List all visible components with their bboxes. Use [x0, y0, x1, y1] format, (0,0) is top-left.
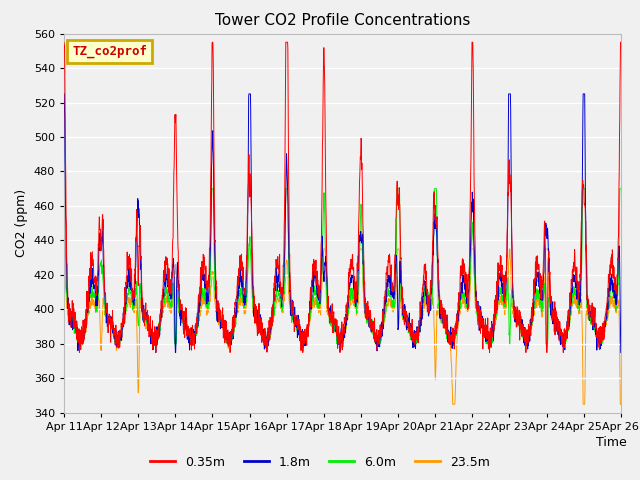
Text: TZ_co2prof: TZ_co2prof [72, 45, 147, 58]
Title: Tower CO2 Profile Concentrations: Tower CO2 Profile Concentrations [214, 13, 470, 28]
Legend: 0.35m, 1.8m, 6.0m, 23.5m: 0.35m, 1.8m, 6.0m, 23.5m [145, 451, 495, 474]
Y-axis label: CO2 (ppm): CO2 (ppm) [15, 189, 28, 257]
X-axis label: Time: Time [596, 435, 627, 448]
